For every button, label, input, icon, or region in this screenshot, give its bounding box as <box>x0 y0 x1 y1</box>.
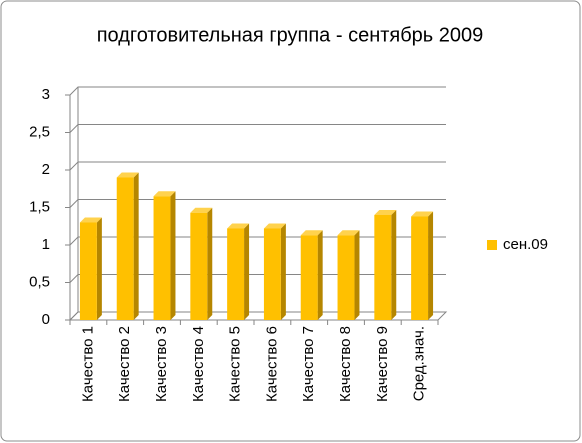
bar <box>153 191 176 320</box>
bar-side <box>170 191 176 320</box>
chart-title: подготовительная группа - сентябрь 2009 <box>97 24 484 46</box>
grid-line <box>69 274 446 283</box>
bar-front <box>227 228 245 320</box>
bar <box>227 223 250 320</box>
bar-top <box>374 210 397 215</box>
bar <box>116 172 139 320</box>
bar-top <box>79 217 102 223</box>
x-tick-label: Качество 7 <box>300 326 317 402</box>
bar <box>190 207 213 320</box>
bar-front <box>153 196 171 320</box>
x-tick-label: Сред.знач. <box>411 326 428 401</box>
bar-top <box>153 191 176 197</box>
bar-side <box>96 217 102 320</box>
bar-front <box>116 177 134 320</box>
bar-top <box>411 211 434 217</box>
x-tick-label: Качество 9 <box>374 326 391 402</box>
grid-line <box>69 86 446 96</box>
y-tick-label: 2,5 <box>29 123 50 140</box>
x-tick-label: Качество 5 <box>227 326 244 402</box>
bar <box>337 230 360 320</box>
x-tick-label: Качество 8 <box>337 326 354 402</box>
bar-top <box>337 230 360 236</box>
bar <box>300 230 323 320</box>
grid-line <box>69 236 446 246</box>
bar <box>263 223 286 320</box>
bar-front <box>374 215 392 320</box>
grid-line <box>69 199 446 208</box>
y-tick-label: 0,5 <box>29 273 50 290</box>
bar-top <box>116 172 139 178</box>
bar-front <box>411 216 429 320</box>
bar-top <box>227 223 250 229</box>
bar-front <box>190 212 208 320</box>
legend-label: сен.09 <box>503 236 548 253</box>
x-tick-label: Качество 6 <box>263 326 280 402</box>
grid-line <box>69 311 446 321</box>
legend-swatch <box>487 240 497 250</box>
bar-side <box>428 211 434 320</box>
grid-line <box>69 161 446 171</box>
bar <box>79 217 102 320</box>
y-tick-label: 1 <box>42 236 50 253</box>
bar-side <box>207 207 213 320</box>
x-tick-label: Качество 2 <box>116 326 133 402</box>
x-tick-label: Качество 3 <box>153 326 170 402</box>
bar-side <box>244 223 250 320</box>
bar-side <box>391 210 397 320</box>
y-tick-label: 1,5 <box>29 198 50 215</box>
bar-top <box>263 223 286 229</box>
y-tick-label: 2 <box>42 161 50 178</box>
bar-top <box>190 207 213 213</box>
bar-side <box>133 172 139 320</box>
bar-top <box>300 230 323 236</box>
bar-front <box>263 228 281 320</box>
bar-side <box>317 230 323 320</box>
bar-side <box>354 230 360 320</box>
bar-front <box>79 222 97 320</box>
y-tick-label: 0 <box>42 311 50 328</box>
grid-line <box>69 124 446 133</box>
bar-front <box>337 235 355 320</box>
x-tick-label: Качество 4 <box>190 326 207 402</box>
bar-front <box>300 235 318 320</box>
y-tick-label: 3 <box>42 86 50 103</box>
bar <box>374 210 397 320</box>
x-tick-label: Качество 1 <box>79 326 96 402</box>
bar <box>411 211 434 320</box>
bar-side <box>280 223 286 320</box>
